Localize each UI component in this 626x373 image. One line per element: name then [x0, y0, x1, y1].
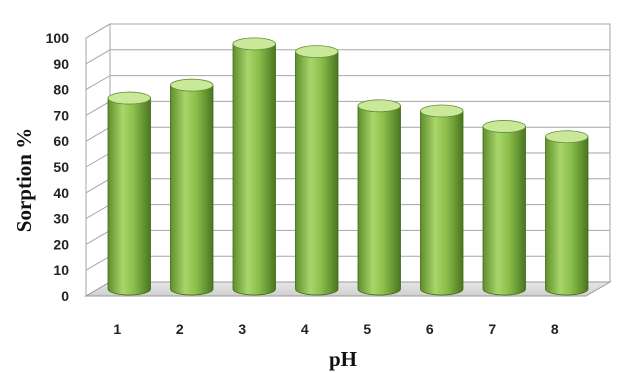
y-axis-title: Sorption %: [12, 128, 36, 232]
x-axis-ticks: 1 2 3 4 5 6 7 8: [113, 321, 559, 337]
floor: [84, 281, 612, 297]
gridline: [85, 49, 610, 65]
bar: [232, 37, 276, 296]
bar-body: [357, 105, 401, 296]
bar: [357, 99, 401, 296]
bar-cap: [107, 91, 151, 105]
bar-cap: [232, 37, 276, 51]
y-tick-label: 40: [53, 185, 69, 201]
bars: [107, 37, 589, 296]
y-tick-label: 60: [53, 133, 69, 149]
gridline: [85, 23, 610, 39]
bar-body: [170, 84, 214, 296]
bar-body: [107, 97, 151, 296]
x-tick-label: 4: [301, 321, 309, 337]
x-tick-label: 6: [426, 321, 434, 337]
y-tick-label: 90: [53, 56, 69, 72]
bar-cap: [545, 130, 589, 144]
bar-cap: [420, 104, 464, 118]
y-tick-label: 100: [46, 30, 70, 46]
bar-cap: [295, 45, 339, 59]
y-tick-label: 50: [53, 159, 69, 175]
x-axis-title: pH: [329, 347, 357, 371]
bar-cap: [482, 120, 526, 133]
bar: [420, 104, 464, 296]
x-tick-label: 1: [113, 321, 121, 337]
bar-cap: [357, 99, 401, 113]
bar: [170, 78, 214, 296]
y-tick-label: 0: [61, 288, 69, 304]
y-tick-label: 70: [53, 107, 69, 123]
y-tick-label: 20: [53, 236, 69, 252]
y-tick-label: 10: [53, 262, 69, 278]
bar-cap: [170, 78, 214, 92]
y-axis-ticks: 0 10 20 30 40 50 60 70 80 90 100: [46, 30, 70, 304]
y-tick-label: 80: [53, 82, 69, 98]
bar-body: [295, 51, 339, 296]
plot-walls: [84, 23, 612, 297]
x-tick-label: 2: [176, 321, 184, 337]
gridline: [85, 75, 610, 91]
x-tick-label: 8: [551, 321, 559, 337]
bar-body: [482, 126, 526, 296]
x-tick-label: 5: [363, 321, 371, 337]
bar: [107, 91, 151, 296]
y-tick-label: 30: [53, 211, 69, 227]
bar: [295, 45, 339, 296]
x-tick-label: 3: [238, 321, 246, 337]
x-tick-label: 7: [488, 321, 496, 337]
bar-body: [232, 43, 276, 296]
bar-body: [420, 110, 464, 296]
bar-body: [545, 136, 589, 296]
bar: [482, 120, 526, 296]
bar: [545, 130, 589, 296]
